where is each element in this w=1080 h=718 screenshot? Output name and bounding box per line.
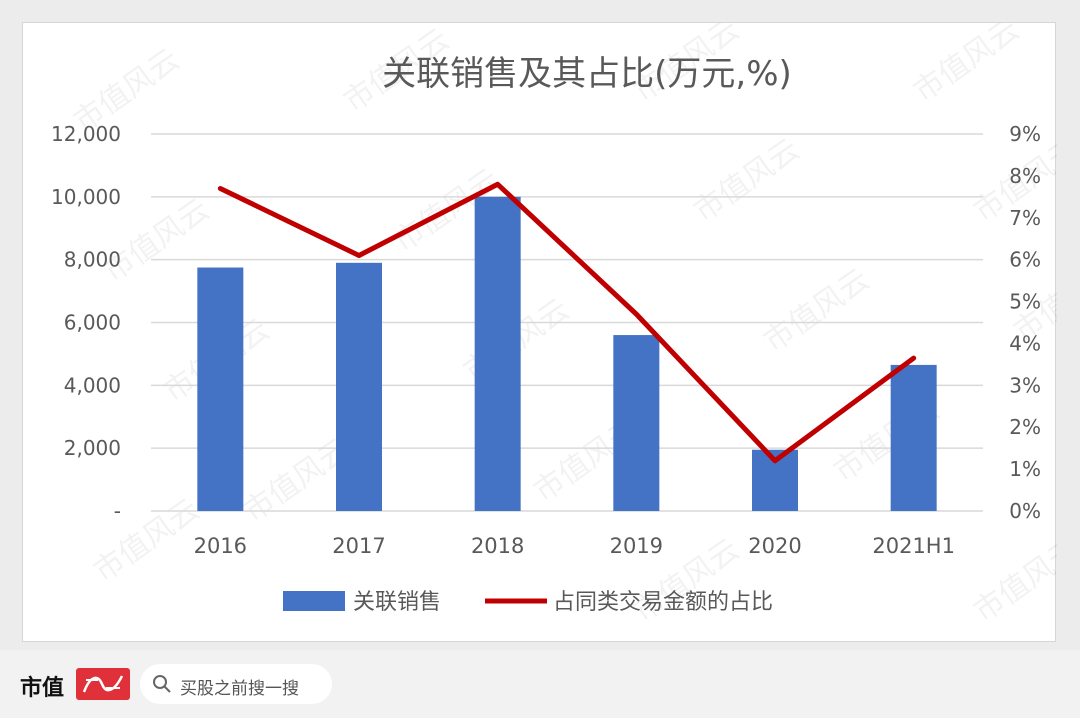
bar: [197, 267, 244, 511]
y-right-tick-label: 6%: [1009, 248, 1041, 272]
chart-card: 市值风云 市值风云 市值风云 市值风云 市值风云 市值风云 市值风云 市值风云 市值风云 市值风云…: [22, 22, 1057, 642]
y-right-tick-label: 7%: [1009, 206, 1041, 230]
footer-bar: 市值 买股之前搜一搜: [0, 650, 1080, 718]
y-right-tick-label: 9%: [1009, 122, 1041, 146]
y-left-tick-label: -: [114, 499, 121, 523]
line-point: [496, 182, 500, 186]
y-left-tick-label: 12,000: [51, 122, 121, 146]
y-right-tick-label: 1%: [1009, 457, 1041, 481]
line-point: [912, 356, 916, 360]
legend-label-bar: 关联销售: [353, 590, 441, 615]
watermark-text: 市值风云: [688, 132, 806, 229]
y-left-tick-label: 4,000: [64, 373, 121, 397]
y-left-tick-label: 2,000: [64, 436, 121, 460]
line-point: [357, 253, 361, 257]
bar: [613, 335, 660, 511]
legend-swatch-bar: [283, 591, 345, 611]
y-left-tick-label: 6,000: [64, 311, 121, 335]
y-right-tick-label: 0%: [1009, 499, 1041, 523]
chart-title: 关联销售及其占比(万元,%): [382, 54, 792, 94]
x-tick-label: 2018: [471, 534, 524, 558]
line-point: [773, 459, 777, 463]
search-icon: [153, 675, 171, 693]
y-left-tick-label: 10,000: [51, 185, 121, 209]
y-right-tick-label: 4%: [1009, 331, 1041, 355]
line-point: [218, 186, 222, 190]
x-tick-label: 2019: [610, 534, 663, 558]
line-point: [634, 312, 638, 316]
watermark-text: 市值风云: [88, 492, 206, 589]
y-right-tick-label: 2%: [1009, 415, 1041, 439]
x-tick-label: 2017: [332, 534, 385, 558]
y-left-tick-label: 8,000: [64, 248, 121, 272]
brand-logo: [76, 668, 130, 700]
bar: [474, 196, 521, 512]
x-tick-label: 2016: [194, 534, 247, 558]
brand-name: 市值: [20, 676, 65, 701]
bar: [890, 364, 937, 511]
watermark-text: 市值风云: [758, 262, 876, 359]
x-tick-label: 2020: [748, 534, 801, 558]
y-right-tick-label: 3%: [1009, 373, 1041, 397]
watermark-text: 市值风云: [908, 23, 1026, 110]
search-box[interactable]: 买股之前搜一搜: [140, 664, 332, 704]
x-tick-label: 2021H1: [872, 534, 955, 558]
search-hint: 买股之前搜一搜: [180, 679, 299, 699]
y-right-tick-label: 5%: [1009, 290, 1041, 314]
watermark-text: 市值风云: [968, 532, 1057, 629]
y-right-tick-label: 8%: [1009, 164, 1041, 188]
legend-label-line: 占同类交易金额的占比: [553, 590, 773, 615]
bar: [336, 262, 382, 511]
line-series: [217, 181, 917, 464]
